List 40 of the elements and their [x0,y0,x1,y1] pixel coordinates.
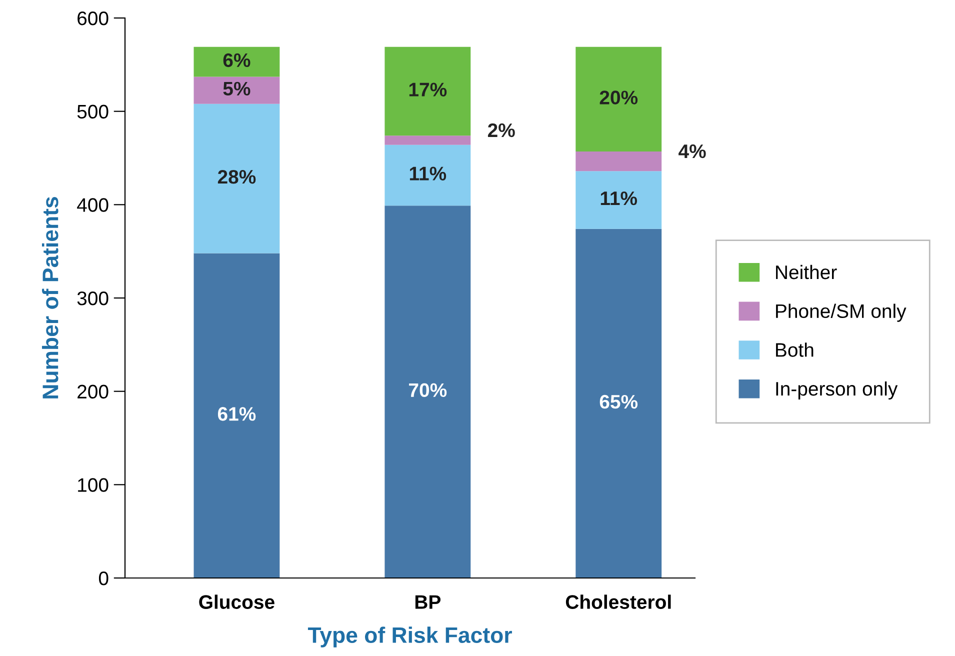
y-axis-title: Number of Patients [42,197,58,398]
annotation: 28% [218,170,256,184]
bar [194,76,280,104]
annotation: 11% [600,192,638,206]
bar [194,253,280,578]
bar [194,46,280,77]
y-tick-label: 300 [77,291,108,306]
bar [576,151,662,172]
annotation: 20% [600,90,638,104]
y-tick-label: 600 [78,11,108,26]
legend-label: Phone/SM only [776,304,906,322]
bar [576,228,662,578]
bar [384,136,471,145]
y-tick-label: 200 [78,384,108,399]
legend-label: Both [776,342,814,357]
x-tick-label: BP [415,595,441,609]
bar [194,104,280,254]
x-tick-label: Cholesterol [566,594,671,609]
annotation: 17% [409,82,447,96]
y-tick-label: 500 [77,104,108,119]
annotation: 4% [678,144,706,158]
annotation: 2% [488,123,515,138]
bar [384,46,471,136]
bar [576,171,662,229]
y-tick-label: 400 [77,198,108,212]
x-tick-label: Glucose [199,594,274,609]
bar [576,46,662,152]
y-tick-label: 0 [98,571,108,586]
annotation: 61% [218,407,256,421]
annotation: 70% [409,383,447,398]
legend-label: Neither [776,264,837,280]
y-tick-label: 100 [78,478,108,492]
legend-label: In-person only [776,381,898,400]
annotation: 65% [600,394,638,409]
bar [384,206,471,578]
annotation: 6% [223,53,250,68]
annotation: 11% [410,166,446,180]
x-axis-title: Type of Risk Factor [308,626,512,648]
annotation: 5% [223,82,250,96]
bar [384,144,471,206]
